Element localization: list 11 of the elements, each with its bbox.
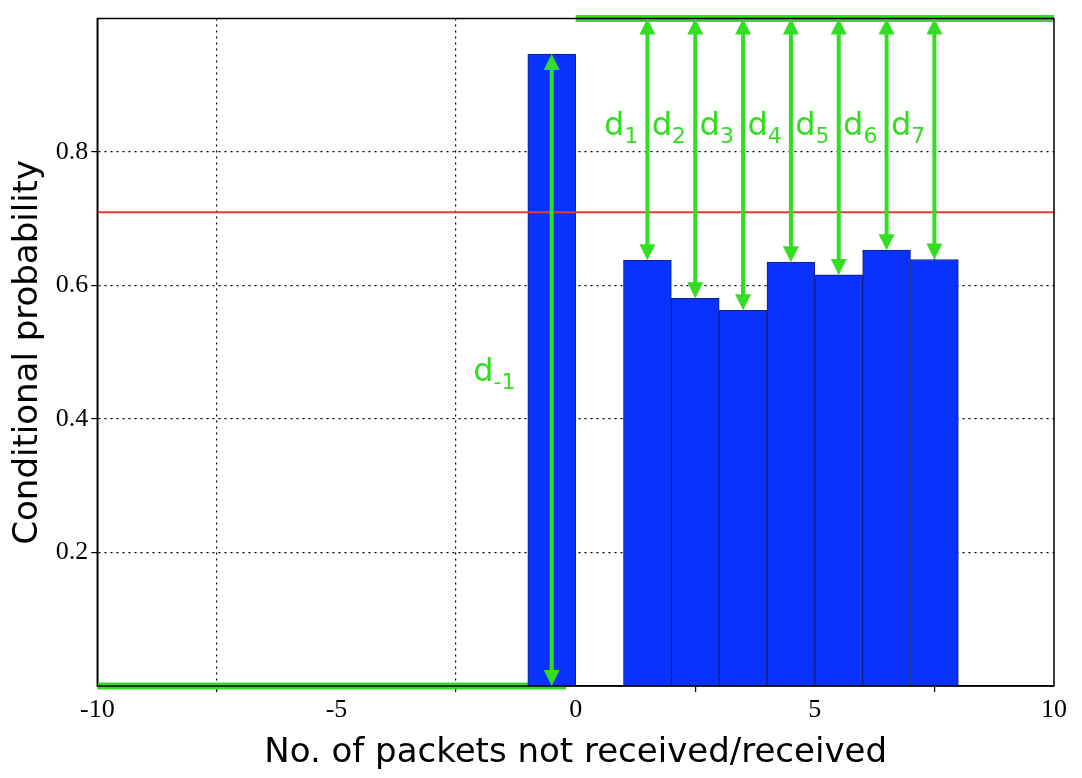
x-tick-label: 10	[1041, 694, 1067, 724]
y-tick-label: 0.4	[55, 402, 89, 432]
y-tick-label: 0.8	[55, 135, 89, 165]
x-tick-label: -5	[325, 694, 348, 724]
y-axis-title: Conditional probability	[5, 159, 46, 545]
y-tick-label: 0.6	[55, 269, 89, 299]
x-tick-label: 0	[569, 694, 583, 724]
y-tick-label: 0.2	[55, 536, 89, 566]
x-tick-label: -10	[79, 694, 115, 724]
x-tick-label: 5	[808, 694, 822, 724]
x-axis-title: No. of packets not received/received	[264, 730, 888, 771]
